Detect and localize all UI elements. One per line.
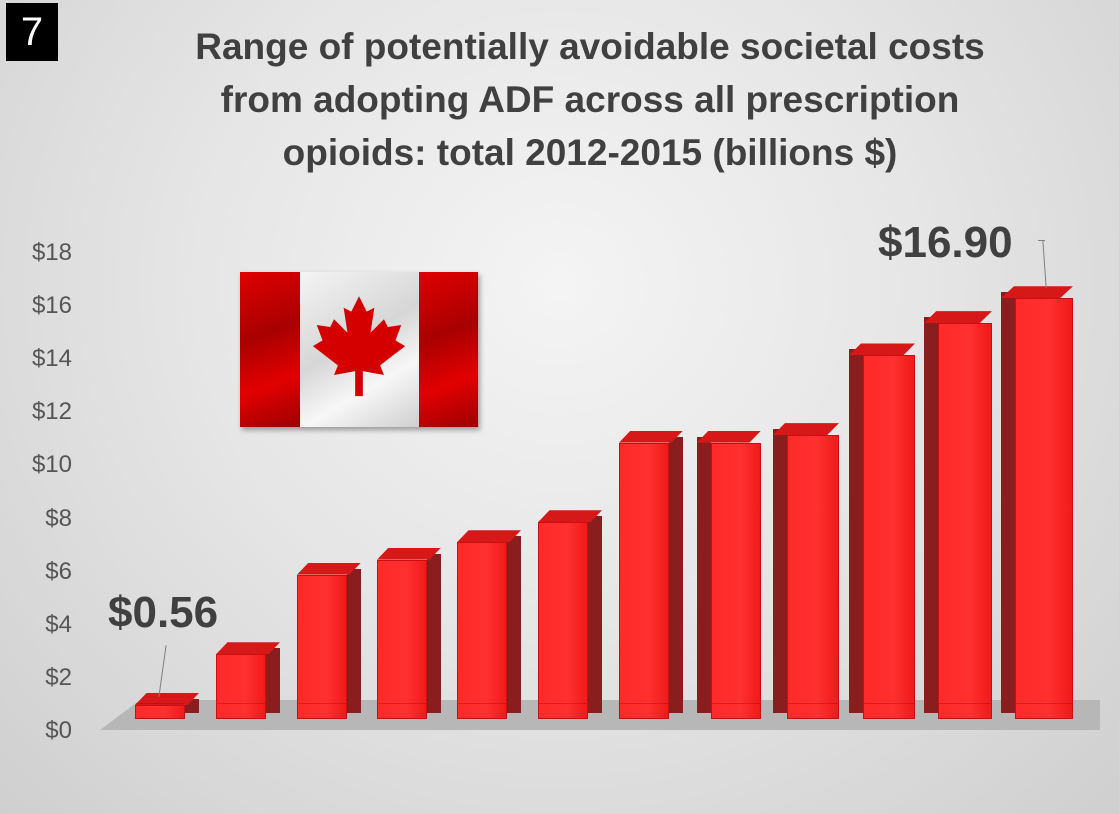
max-label-leader-line-v [1042, 240, 1047, 288]
bar-side-face [1001, 292, 1015, 713]
bar-side-face [924, 317, 938, 713]
chart-title: Range of potentially avoidable societal … [110, 20, 1070, 179]
max-label-leader-line-h [1038, 240, 1045, 241]
bar-top-face [135, 693, 199, 705]
bar-front-face [297, 574, 347, 719]
min-label-leader-line [158, 645, 167, 697]
bar [924, 311, 992, 719]
bar-side-face [507, 536, 521, 713]
bar [849, 343, 915, 719]
bar-side-face [588, 516, 602, 713]
bar-front-face [216, 654, 266, 719]
bar-front-face [863, 355, 915, 719]
bar-top-face [619, 430, 683, 443]
bar-top-face [297, 562, 361, 575]
title-line-2: from adopting ADF across all prescriptio… [220, 79, 960, 120]
y-tick-label: $16 [31, 292, 72, 320]
bar [619, 430, 683, 719]
flag-red-band-right [418, 272, 478, 427]
bar [1001, 286, 1073, 719]
y-tick-label: $10 [31, 451, 72, 479]
bar-front-face [711, 442, 761, 719]
bar [216, 642, 280, 719]
flag-white-band [299, 272, 419, 427]
bar-side-face [849, 349, 863, 713]
bar-side-face [427, 553, 441, 713]
bar-top-face [538, 510, 602, 523]
max-data-label: $16.90 [878, 218, 1013, 267]
bar-top-face [216, 642, 280, 655]
bar-front-face [619, 442, 669, 719]
title-line-1: Range of potentially avoidable societal … [195, 26, 985, 67]
y-tick-label: $12 [31, 398, 72, 426]
y-tick-label: $2 [45, 663, 72, 691]
bar [135, 693, 199, 719]
canada-flag-image [240, 272, 478, 427]
y-tick-label: $4 [45, 610, 72, 638]
bar [773, 423, 839, 719]
y-tick-label: $8 [45, 504, 72, 532]
bar-side-face [773, 429, 787, 713]
bar-top-face [377, 547, 441, 560]
bar-top-face [457, 530, 521, 543]
bar-top-face [773, 423, 839, 436]
bar-top-face [1001, 286, 1073, 299]
bar [538, 510, 602, 719]
y-tick-label: $0 [45, 717, 72, 744]
title-line-3: opioids: total 2012-2015 (billions $) [282, 132, 898, 173]
bar-top-face [849, 343, 915, 356]
min-data-label: $0.56 [108, 588, 219, 637]
bar [697, 430, 761, 719]
bar [457, 530, 521, 719]
bar-front-face [938, 323, 992, 719]
bar [297, 562, 361, 719]
bar-front-face [1015, 298, 1073, 719]
bar-top-face [924, 311, 992, 324]
bar-front-face [538, 522, 588, 719]
bar-front-face [135, 703, 185, 719]
y-tick-label: $6 [45, 557, 72, 585]
bar-top-face [697, 430, 761, 443]
maple-leaf-icon [312, 295, 406, 396]
bar-side-face [697, 436, 711, 713]
y-tick-label: $18 [31, 239, 72, 266]
bar-side-face [347, 568, 361, 713]
slide-number-badge: 7 [6, 3, 58, 61]
bar-side-face [669, 436, 683, 713]
bar-side-face [266, 648, 280, 713]
bar [377, 547, 441, 719]
flag-red-band-left [240, 272, 300, 427]
bar-front-face [377, 559, 427, 719]
bar-front-face [457, 542, 507, 719]
y-tick-label: $14 [31, 345, 72, 373]
bar-front-face [787, 435, 839, 719]
